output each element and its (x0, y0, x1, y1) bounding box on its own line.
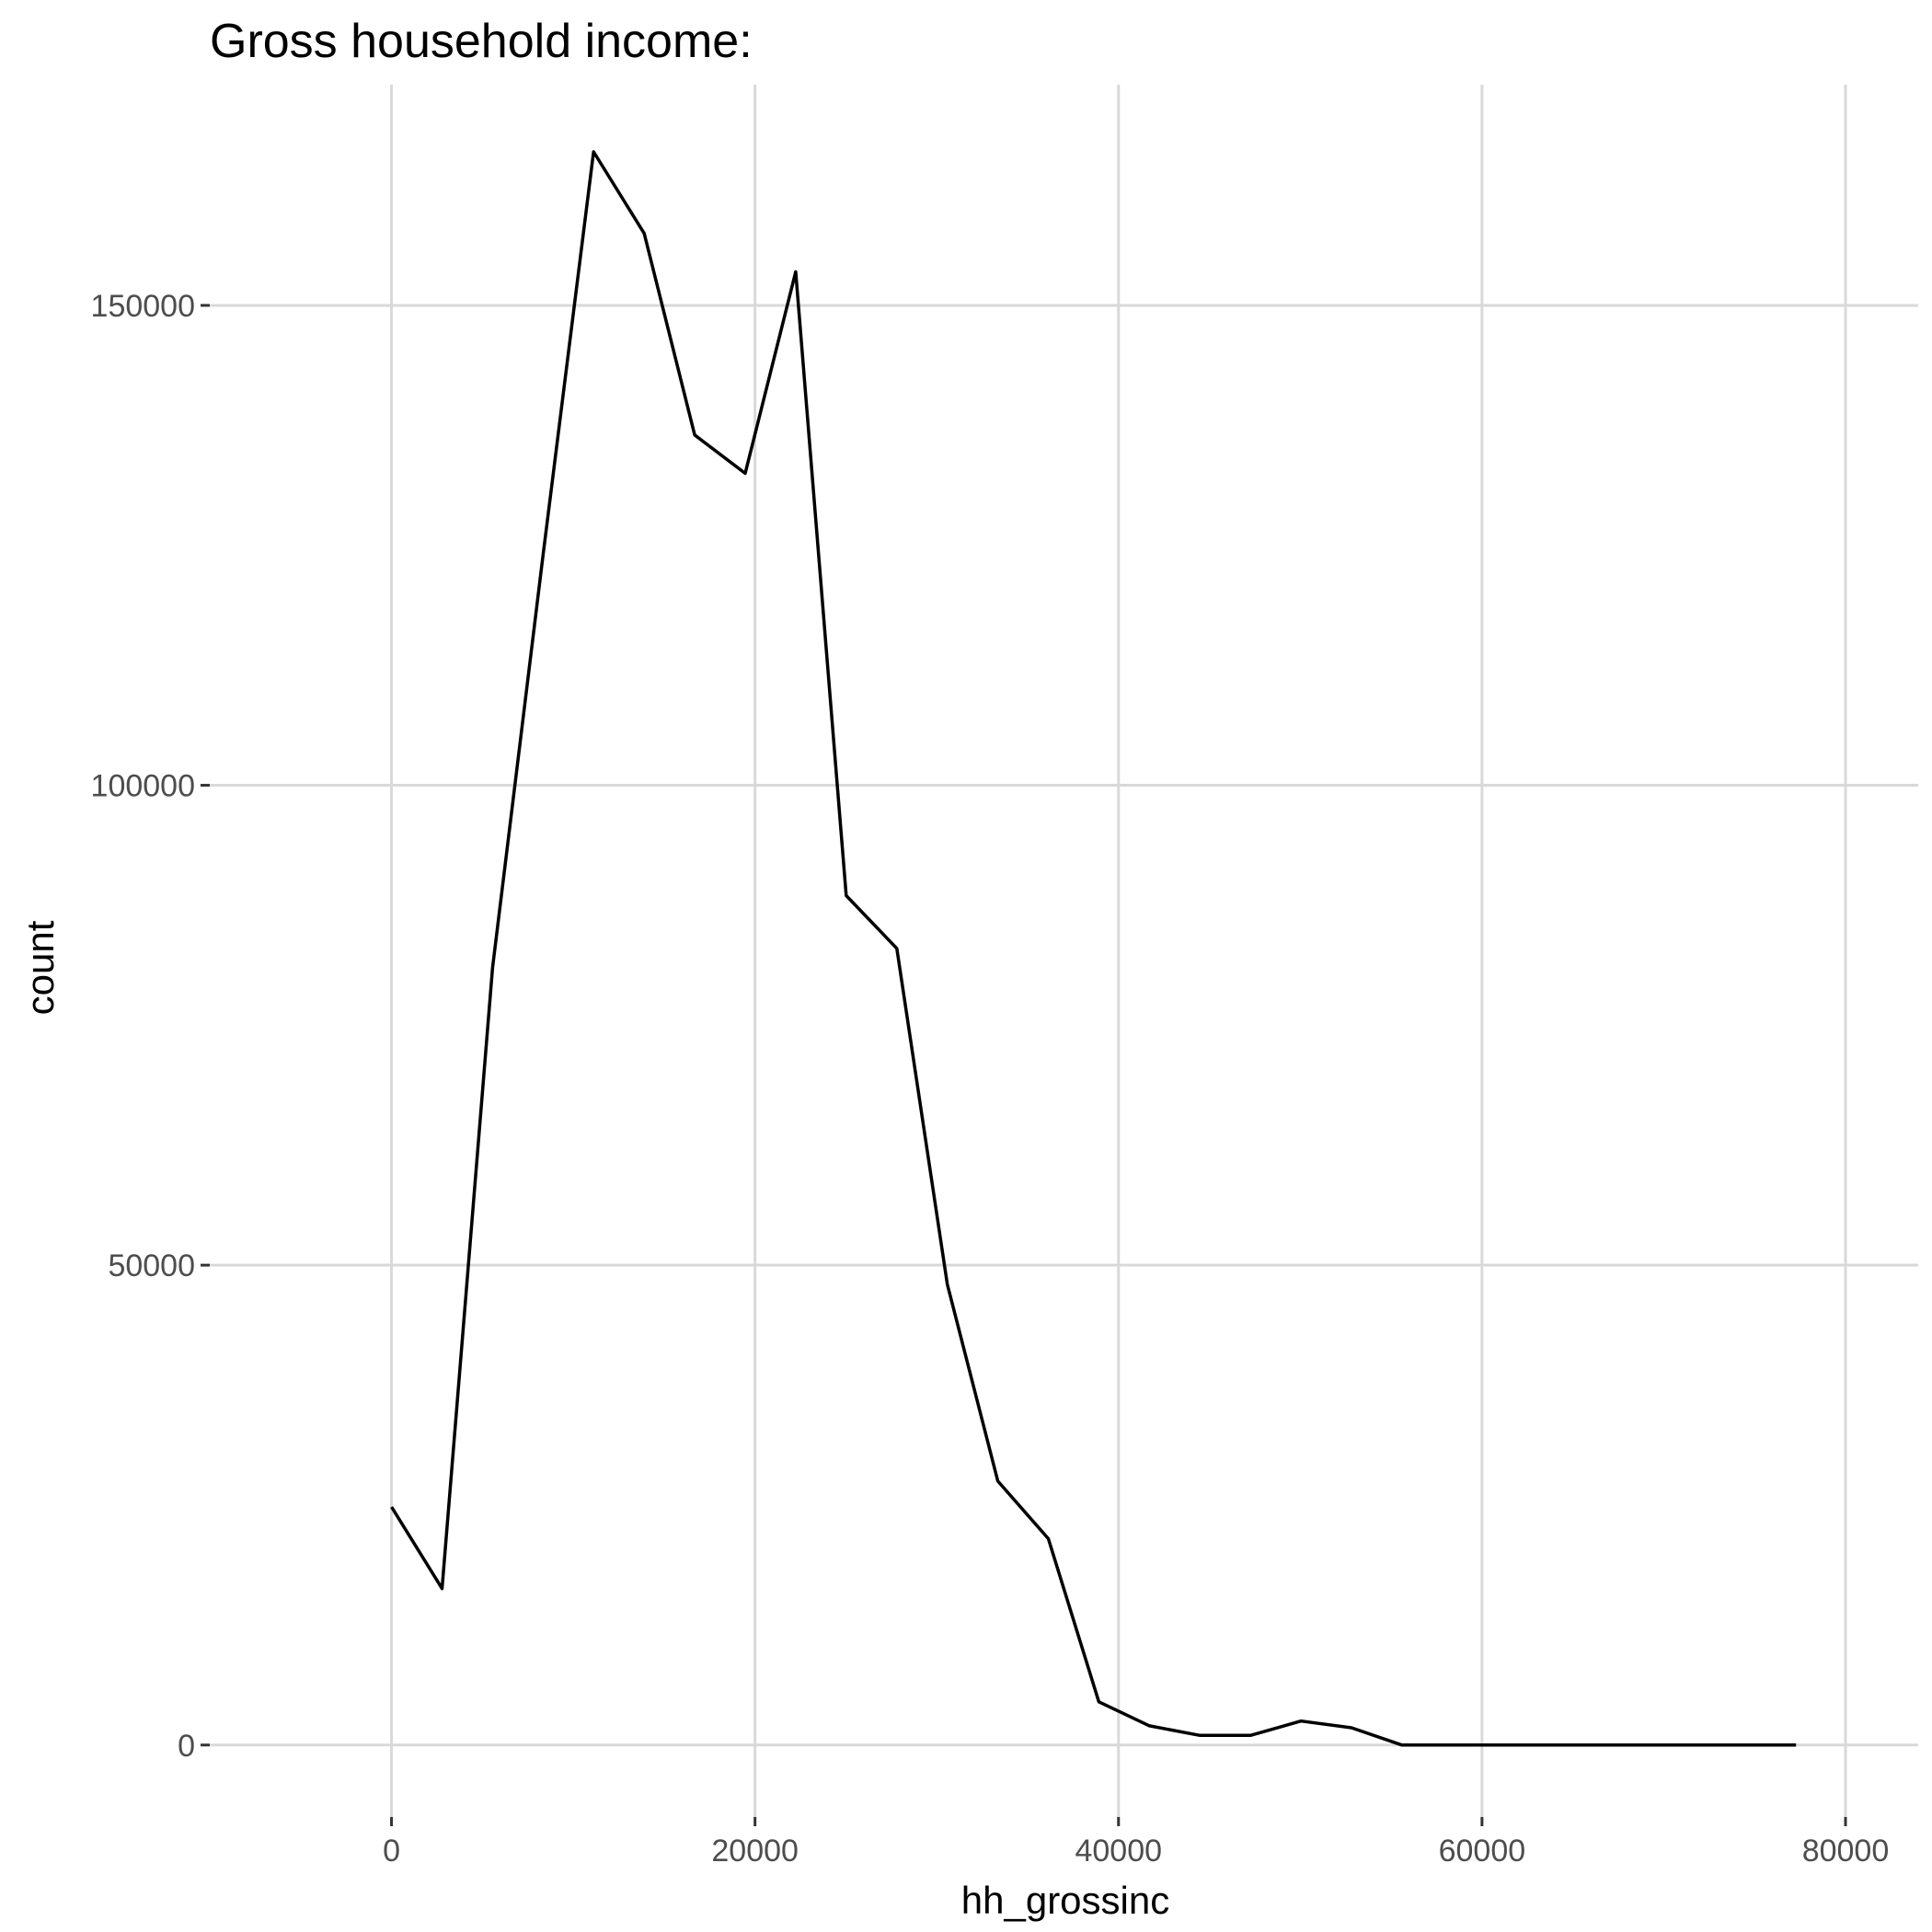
y-tick-label: 100000 (91, 769, 195, 804)
chart-title: Gross household income: (210, 15, 753, 68)
x-tick-label: 0 (383, 1834, 400, 1869)
series-layer (390, 150, 1797, 1747)
y-tick-label: 50000 (108, 1248, 195, 1283)
y-tick-label: 0 (178, 1729, 195, 1764)
series-line (390, 150, 1797, 1747)
y-tick-label: 150000 (91, 289, 195, 324)
grid-layer (210, 85, 1918, 1817)
x-tick-label: 80000 (1802, 1834, 1890, 1869)
x-axis-title: hh_grossinc (961, 1879, 1169, 1922)
x-tick-label: 40000 (1075, 1834, 1162, 1869)
x-tick-label: 60000 (1439, 1834, 1526, 1869)
tick-layer: 0 20000 40000 60000 80000 0 50000 100000 150000 (91, 289, 1890, 1869)
x-tick-label: 20000 (711, 1834, 799, 1869)
y-axis-title: count (18, 920, 62, 1015)
